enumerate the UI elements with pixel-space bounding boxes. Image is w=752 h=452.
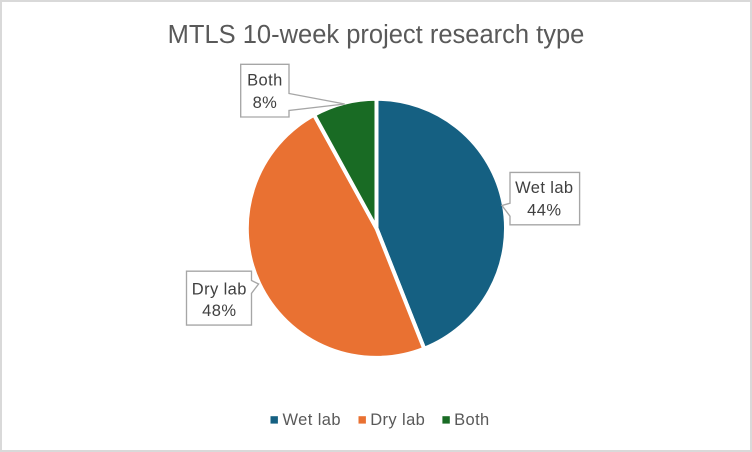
svg-text:Wet lab: Wet lab (515, 179, 573, 197)
svg-text:Both: Both (454, 411, 490, 429)
svg-text:8%: 8% (253, 94, 278, 112)
svg-text:Both: Both (247, 71, 283, 89)
svg-text:Wet lab: Wet lab (283, 411, 341, 429)
svg-text:MTLS 10-week project research: MTLS 10-week project research type (168, 21, 585, 49)
svg-text:Dry lab: Dry lab (192, 281, 247, 299)
svg-text:48%: 48% (202, 302, 236, 320)
svg-text:44%: 44% (527, 202, 561, 220)
svg-text:Dry lab: Dry lab (370, 411, 425, 429)
